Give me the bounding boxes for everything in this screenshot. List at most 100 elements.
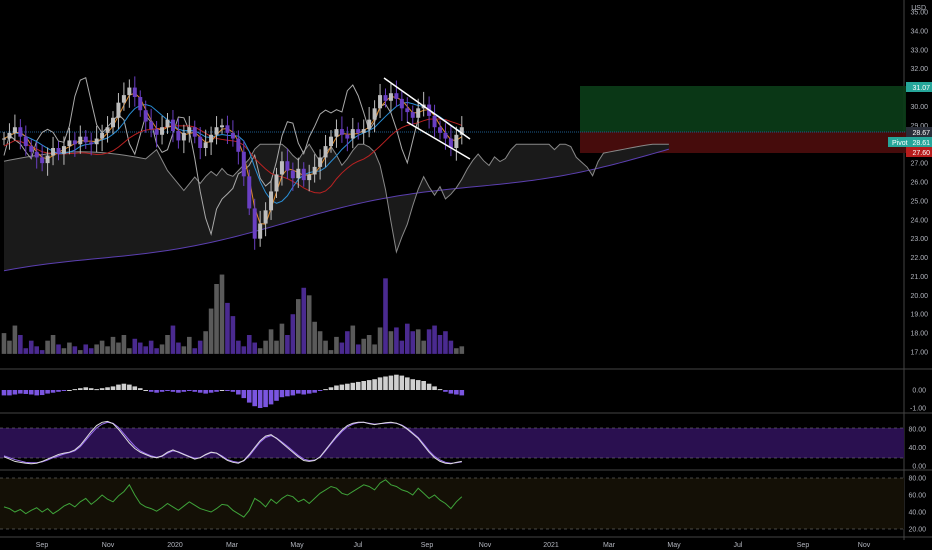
- macd-bar: [285, 390, 290, 397]
- volume-bar: [437, 335, 443, 354]
- candle-body: [263, 210, 268, 224]
- volume-bar: [225, 302, 230, 354]
- macd-bar: [252, 390, 257, 407]
- pivot-label-bg: [888, 137, 932, 147]
- volume-bar: [34, 346, 39, 354]
- time-tick-label: Nov: [102, 542, 115, 549]
- volume-bar: [219, 274, 225, 354]
- macd-bar: [296, 390, 301, 394]
- volume-bar: [121, 335, 127, 354]
- candle-body: [45, 155, 50, 164]
- rsi-axis[interactable]: 80.00 60.00 40.00 20.00: [908, 476, 926, 534]
- macd-bar: [339, 384, 345, 390]
- macd-bar: [159, 390, 165, 392]
- candle-body: [448, 138, 453, 148]
- candle-body: [89, 142, 94, 145]
- price-tick-label: 25.00: [910, 198, 928, 205]
- macd-bar: [219, 390, 225, 391]
- candle-body: [345, 134, 350, 139]
- wedge-upper-trendline[interactable]: [383, 77, 471, 140]
- candle-body: [454, 134, 459, 148]
- volume-bar: [421, 340, 426, 354]
- time-tick-label: Sep: [36, 542, 49, 549]
- macd-bar: [88, 388, 94, 390]
- price-tick-label: 26.00: [910, 180, 928, 187]
- wedge-lower-trendline[interactable]: [406, 121, 471, 160]
- stoch-band: [0, 428, 904, 458]
- volume-bar: [78, 350, 83, 354]
- volume-bar: [415, 329, 421, 354]
- volume-bar: [1, 333, 7, 354]
- volume-bar: [132, 338, 138, 354]
- volume-bar: [230, 316, 236, 354]
- price-tick-label: 21.00: [910, 274, 928, 281]
- candle-body: [285, 161, 290, 171]
- volume-bar: [176, 342, 181, 354]
- macd-bar: [405, 377, 410, 390]
- candle-body: [247, 176, 252, 209]
- macd-bar: [72, 389, 78, 391]
- candle-body: [94, 138, 99, 145]
- volume-bar: [110, 336, 116, 354]
- price-axis[interactable]: 35.0034.0033.0032.0031.0030.0029.0028.00…: [910, 10, 928, 357]
- volume-bar: [45, 340, 50, 354]
- candle-body: [367, 119, 372, 130]
- macd-bar: [432, 386, 437, 390]
- candle-body: [100, 132, 105, 139]
- volume-bar: [274, 340, 279, 354]
- macd-bar: [268, 390, 274, 405]
- macd-bar: [383, 376, 388, 390]
- price-tick-label: 32.00: [910, 66, 928, 73]
- volume-bar: [454, 348, 459, 354]
- macd-bar: [263, 390, 268, 408]
- candle-body: [67, 140, 72, 147]
- volume-bar: [67, 342, 72, 354]
- candle-body: [149, 121, 154, 130]
- macd-bar: [301, 390, 307, 395]
- candle-body: [78, 136, 83, 145]
- time-tick-label: 2020: [167, 542, 183, 549]
- macd-bar: [148, 390, 154, 392]
- price-label-bg: [906, 82, 932, 92]
- macd-axis[interactable]: 0.00 -1.00: [910, 388, 926, 413]
- volume-bar: [127, 348, 132, 354]
- candle-body: [209, 134, 214, 143]
- time-tick-label: Nov: [858, 542, 871, 549]
- candle-body: [192, 127, 197, 137]
- candle-body: [252, 208, 257, 239]
- candle-body: [438, 127, 442, 133]
- candle-body: [296, 168, 301, 179]
- candle-body: [258, 223, 263, 239]
- long-position-target-zone[interactable]: [580, 86, 906, 132]
- candle-body: [225, 125, 230, 133]
- volume-bar: [154, 348, 159, 354]
- time-axis[interactable]: Sep Nov 2020 Mar May Jul Sep Nov 2021 Mar May Jul Se…: [36, 542, 871, 549]
- volume-bar: [405, 323, 410, 354]
- price-tick-label: 24.00: [910, 217, 928, 224]
- candle-body: [388, 93, 393, 101]
- candle-body: [56, 148, 61, 154]
- volume-bar: [426, 329, 432, 354]
- candle-body: [51, 148, 56, 156]
- macd-bar: [56, 390, 61, 392]
- macd-bar: [39, 390, 45, 396]
- lagging-span-line: [3, 77, 419, 237]
- volume-bar: [252, 342, 257, 354]
- candle-body: [394, 93, 399, 99]
- macd-bar: [410, 379, 416, 390]
- candle-body: [410, 112, 415, 118]
- stoch-axis[interactable]: 80.00 40.00 0.00: [908, 427, 926, 471]
- candle-body: [318, 157, 323, 167]
- volume-bar: [323, 340, 328, 354]
- macd-histogram: [1, 374, 465, 408]
- rsi-tick-label: 60.00: [908, 493, 926, 500]
- candle-body: [23, 136, 28, 147]
- macd-bar: [377, 377, 383, 390]
- macd-bar: [241, 390, 247, 399]
- volume-bar: [116, 342, 121, 354]
- candle-body: [220, 125, 224, 128]
- volume-bars: [1, 274, 465, 354]
- volume-bar: [241, 346, 247, 354]
- volume-bar: [317, 331, 323, 354]
